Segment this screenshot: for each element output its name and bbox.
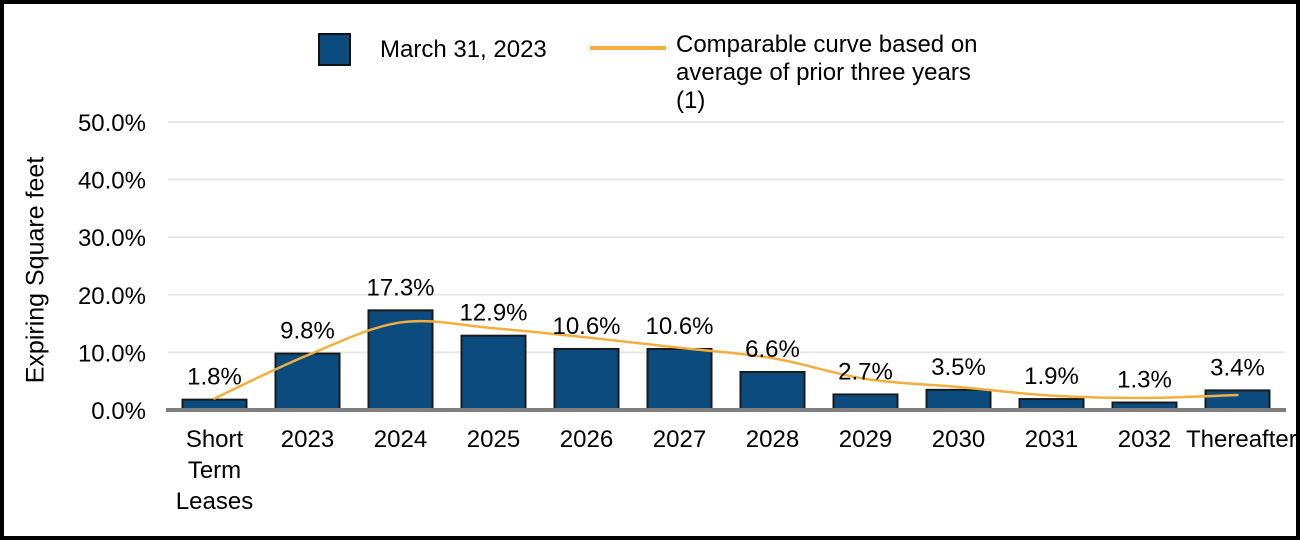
- bar-2023: [274, 352, 341, 411]
- x-tick-label: 2028: [745, 426, 800, 453]
- bar-value-label: 3.4%: [1210, 354, 1265, 381]
- y-tick-label: 40.0%: [78, 168, 146, 195]
- bar-2027: [646, 347, 713, 411]
- bar-value-label: 1.8%: [187, 364, 242, 391]
- line-series-swatch: [590, 46, 666, 50]
- y-tick-label: 30.0%: [78, 225, 146, 252]
- comparable-curve-line: [213, 319, 1239, 400]
- x-tick-label: Short Term Leases: [175, 426, 254, 515]
- bar-value-label: 1.3%: [1117, 367, 1172, 394]
- bar-value-label: 17.3%: [366, 274, 434, 301]
- bar-series-label: March 31, 2023: [380, 36, 547, 63]
- line-series-label: Comparable curve based on average of pri…: [676, 31, 978, 114]
- x-tick-label: 2032: [1117, 426, 1172, 453]
- bar-value-label: 3.5%: [931, 354, 986, 381]
- bar-value-label: 6.6%: [745, 336, 800, 363]
- bar-thereafter: [1204, 389, 1271, 411]
- x-tick-label: 2027: [652, 426, 707, 453]
- bar-value-label: 10.6%: [552, 313, 620, 340]
- bar-value-label: 1.9%: [1024, 363, 1079, 390]
- bar-2029: [832, 393, 899, 411]
- x-tick-label: 2029: [838, 426, 893, 453]
- x-tick-label: 2026: [559, 426, 614, 453]
- bar-2026: [553, 347, 620, 411]
- bar-value-label: 10.6%: [645, 313, 713, 340]
- bar-2030: [925, 388, 992, 411]
- bar-value-label: 9.8%: [280, 318, 335, 345]
- y-tick-label: 10.0%: [78, 340, 146, 367]
- x-tick-label: 2024: [373, 426, 428, 453]
- x-tick-label: 2031: [1024, 426, 1079, 453]
- bar-2025: [460, 334, 527, 412]
- bar-value-label: 2.7%: [838, 358, 893, 385]
- y-axis-title: Expiring Square feet: [21, 156, 50, 384]
- x-tick-label: 2030: [931, 426, 986, 453]
- bar-series-swatch: [318, 33, 351, 66]
- x-tick-label: Thereafter: [1186, 426, 1297, 453]
- bar-2028: [739, 370, 806, 412]
- x-tick-label: 2025: [466, 426, 521, 453]
- y-tick-label: 20.0%: [78, 283, 146, 310]
- x-tick-label: 2023: [280, 426, 335, 453]
- bar-2024: [367, 309, 434, 411]
- y-tick-label: 0.0%: [91, 398, 146, 425]
- y-tick-label: 50.0%: [78, 110, 146, 137]
- bar-value-label: 12.9%: [459, 300, 527, 327]
